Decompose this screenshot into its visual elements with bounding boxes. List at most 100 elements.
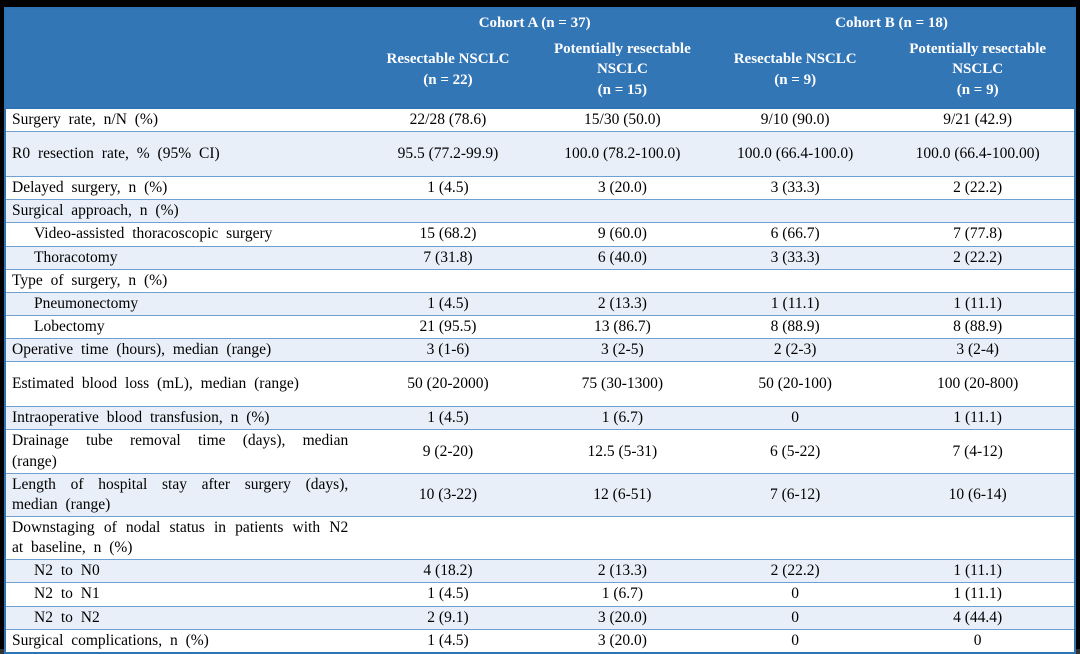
value-cell: 100.0 (66.4-100.00): [881, 131, 1075, 177]
value-cell: 15 (68.2): [360, 222, 536, 247]
value-cell: 0: [709, 605, 882, 630]
row-label: Surgical complications, n (%): [5, 628, 361, 653]
column-n: (n = 9): [956, 81, 999, 98]
value-cell: [535, 515, 710, 560]
column-n: (n = 22): [423, 71, 473, 88]
row-label: Intraoperative blood transfusion, n (%): [5, 406, 361, 430]
column-title: Resectable NSCLC: [386, 51, 510, 68]
table-row: Type of surgery, n (%): [5, 268, 1075, 293]
row-label: Downstaging of nodal status in patients …: [5, 515, 361, 560]
row-label: N2 to N0: [5, 559, 361, 583]
value-cell: 0: [709, 582, 882, 607]
table-row: Video-assisted thoracoscopic surgery 15 (…: [5, 222, 1075, 247]
value-cell: [360, 199, 536, 223]
value-cell: 8 (88.9): [881, 314, 1075, 339]
row-label: Type of surgery, n (%): [5, 268, 361, 293]
value-cell: 3 (33.3): [709, 245, 882, 270]
row-label: Drainage tube removal time (days), media…: [5, 429, 361, 474]
table-row: Surgical complications, n (%) 1 (4.5) 3 (2…: [5, 628, 1075, 653]
corner-cell: [5, 32, 361, 108]
value-cell: 3 (1-6): [360, 338, 536, 362]
value-cell: 21 (95.5): [360, 314, 536, 339]
outcomes-table-container: Cohort A (n = 37) Cohort B (n = 18) Rese…: [4, 7, 1076, 654]
column-header-row: Resectable NSCLC (n = 22) Potentially re…: [5, 32, 1075, 108]
value-cell: 7 (77.8): [881, 222, 1075, 247]
value-cell: 9 (2-20): [360, 429, 536, 474]
row-label: Delayed surgery, n (%): [5, 176, 361, 200]
value-cell: 3 (2-4): [881, 338, 1075, 362]
value-cell: 0: [709, 406, 882, 430]
value-cell: 13 (86.7): [535, 314, 710, 339]
table-header: Cohort A (n = 37) Cohort B (n = 18) Rese…: [5, 8, 1075, 108]
value-cell: 1 (4.5): [360, 176, 536, 200]
value-cell: 3 (2-5): [535, 338, 710, 362]
value-cell: [535, 199, 710, 223]
value-cell: [360, 268, 536, 293]
column-n: (n = 15): [597, 81, 648, 98]
value-cell: 1 (6.7): [535, 406, 710, 430]
value-cell: 12.5 (5-31): [535, 429, 710, 474]
value-cell: 7 (4-12): [881, 429, 1075, 474]
column-header-resectable-a: Resectable NSCLC (n = 22): [360, 32, 536, 108]
value-cell: 100.0 (66.4-100.0): [709, 131, 882, 177]
value-cell: 6 (40.0): [535, 245, 710, 270]
table-body: Surgery rate, n/N (%) 22/28 (78.6) 15/30 (…: [5, 107, 1075, 653]
value-cell: 6 (5-22): [709, 429, 882, 474]
value-cell: [881, 515, 1075, 560]
value-cell: 1 (4.5): [360, 406, 536, 430]
column-header-resectable-b: Resectable NSCLC (n = 9): [709, 32, 882, 108]
table-row: R0 resection rate, % (95% CI) 95.5 (77.2-…: [5, 131, 1075, 177]
table-row: N2 to N2 2 (9.1) 3 (20.0) 0 4 (44.4): [5, 605, 1075, 630]
table-row: N2 to N1 1 (4.5) 1 (6.7) 0 1 (11.1): [5, 582, 1075, 607]
column-title: Potentially resectable NSCLC: [909, 41, 1047, 78]
cohort-header-row: Cohort A (n = 37) Cohort B (n = 18): [5, 8, 1075, 32]
value-cell: 1 (6.7): [535, 582, 710, 607]
column-title: Potentially resectable NSCLC: [553, 41, 691, 78]
row-label: Thoracotomy: [5, 245, 361, 270]
row-label: Lobectomy: [5, 314, 361, 339]
table-row: Drainage tube removal time (days), media…: [5, 429, 1075, 474]
value-cell: 7 (31.8): [360, 245, 536, 270]
value-cell: [535, 268, 710, 293]
value-cell: 0: [709, 628, 882, 653]
value-cell: 3 (20.0): [535, 628, 710, 653]
value-cell: 2 (2-3): [709, 338, 882, 362]
value-cell: 8 (88.9): [709, 314, 882, 339]
value-cell: [709, 268, 882, 293]
column-header-potentially-resectable-b: Potentially resectable NSCLC (n = 9): [881, 32, 1075, 108]
value-cell: 2 (22.2): [709, 559, 882, 583]
table-row: Surgical approach, n (%): [5, 199, 1075, 223]
value-cell: 95.5 (77.2-99.9): [360, 131, 536, 177]
value-cell: 4 (18.2): [360, 559, 536, 583]
table-row: Estimated blood loss (mL), median (range…: [5, 361, 1075, 407]
value-cell: 3 (33.3): [709, 176, 882, 200]
column-n: (n = 9): [774, 71, 817, 88]
row-label: N2 to N1: [5, 582, 361, 607]
value-cell: 1 (4.5): [360, 291, 536, 316]
corner-cell: [5, 8, 361, 32]
value-cell: 3 (20.0): [535, 605, 710, 630]
value-cell: 4 (44.4): [881, 605, 1075, 630]
value-cell: 1 (4.5): [360, 582, 536, 607]
cohort-b-header: Cohort B (n = 18): [709, 8, 1075, 32]
value-cell: 2 (22.2): [881, 245, 1075, 270]
value-cell: [881, 268, 1075, 293]
table-row: Pneumonectomy 1 (4.5) 2 (13.3) 1 (11.1) 1 (1…: [5, 291, 1075, 316]
column-header-potentially-resectable-a: Potentially resectable NSCLC (n = 15): [535, 32, 710, 108]
row-label: Surgery rate, n/N (%): [5, 107, 361, 132]
value-cell: 1 (4.5): [360, 628, 536, 653]
table-row: Length of hospital stay after surgery (d…: [5, 472, 1075, 517]
surgical-outcomes-table: Cohort A (n = 37) Cohort B (n = 18) Rese…: [4, 7, 1076, 654]
value-cell: 1 (11.1): [881, 559, 1075, 583]
value-cell: 75 (30-1300): [535, 361, 710, 407]
table-row: Operative time (hours), median (range) 3 …: [5, 338, 1075, 362]
table-row: Thoracotomy 7 (31.8) 6 (40.0) 3 (33.3) 2 (22…: [5, 245, 1075, 270]
value-cell: 50 (20-100): [709, 361, 882, 407]
value-cell: 50 (20-2000): [360, 361, 536, 407]
row-label: Pneumonectomy: [5, 291, 361, 316]
value-cell: 12 (6-51): [535, 472, 710, 517]
value-cell: 2 (22.2): [881, 176, 1075, 200]
value-cell: 9 (60.0): [535, 222, 710, 247]
table-row: Surgery rate, n/N (%) 22/28 (78.6) 15/30 (…: [5, 107, 1075, 132]
